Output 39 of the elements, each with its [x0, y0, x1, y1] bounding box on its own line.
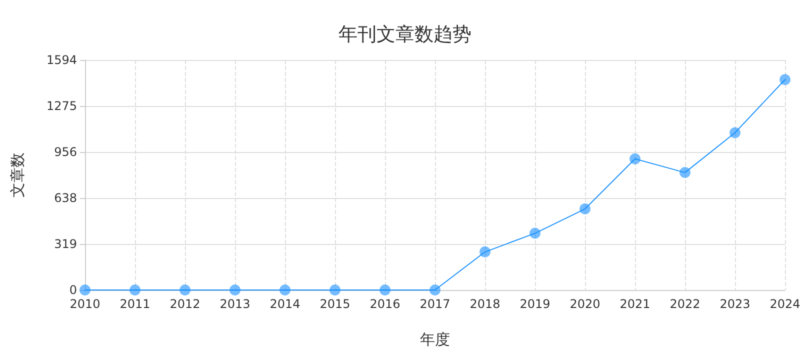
point — [430, 284, 440, 296]
x-tick-label: 2018 — [470, 297, 500, 311]
x-tick-label: 2012 — [170, 297, 200, 311]
y-tick-label: 956 — [54, 145, 77, 160]
point — [730, 127, 740, 138]
point — [780, 74, 790, 86]
y-tick-label: 319 — [54, 236, 77, 251]
y-tick-label: 0 — [69, 283, 77, 297]
x-tick-label: 2017 — [420, 297, 450, 311]
point — [580, 203, 590, 214]
chart-title: 年刊文章数趋势 — [338, 24, 472, 46]
point — [230, 284, 240, 296]
x-tick-label: 2016 — [370, 297, 400, 311]
x-tick-label: 2011 — [120, 297, 150, 311]
point — [380, 284, 390, 296]
point — [330, 284, 340, 296]
x-tick-label: 2020 — [570, 297, 600, 311]
point — [480, 246, 490, 258]
point — [130, 284, 140, 296]
x-tick-label: 2024 — [770, 297, 800, 311]
x-tick-label: 2013 — [220, 297, 250, 311]
y-tick-label: 1275 — [46, 99, 77, 114]
x-tick-label: 2023 — [720, 297, 750, 311]
y-axis-title: 文章数 — [8, 152, 26, 198]
point — [80, 284, 90, 296]
x-tick-label: 2014 — [270, 297, 300, 311]
point — [530, 228, 540, 239]
x-axis-title: 年度 — [420, 330, 450, 348]
x-tick-label: 2010 — [70, 297, 100, 311]
point — [630, 153, 640, 164]
point — [180, 284, 190, 296]
point — [680, 167, 690, 178]
x-tick-label: 2022 — [670, 297, 700, 311]
x-tick-label: 2021 — [620, 297, 650, 311]
x-tick-label: 2015 — [320, 297, 350, 311]
x-tick-label: 2019 — [520, 297, 550, 311]
y-tick-label: 1594 — [46, 53, 77, 67]
point — [280, 284, 290, 296]
y-tick-label: 638 — [54, 190, 77, 205]
